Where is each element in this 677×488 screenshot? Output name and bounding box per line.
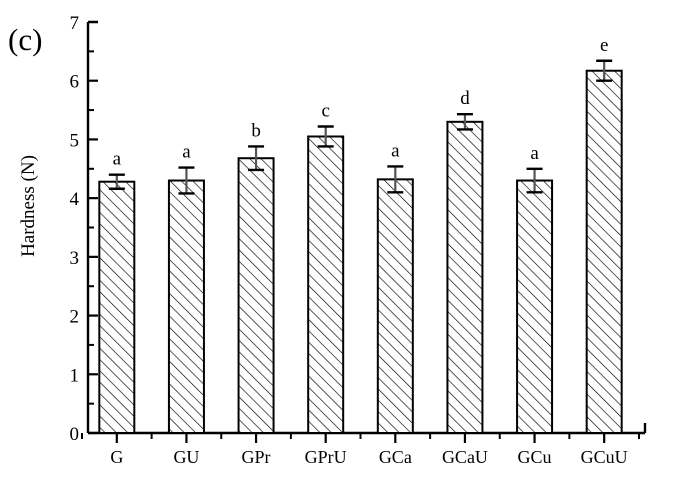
svg-text:3: 3 <box>70 248 80 269</box>
svg-text:4: 4 <box>70 189 80 210</box>
bar <box>376 178 414 434</box>
significance-label: c <box>321 101 329 122</box>
bar <box>167 179 205 434</box>
svg-text:1: 1 <box>70 365 80 386</box>
bar <box>516 179 554 434</box>
category-label: GCaU <box>442 447 488 467</box>
svg-text:6: 6 <box>70 72 80 93</box>
svg-text:7: 7 <box>70 13 80 34</box>
bar <box>446 120 484 434</box>
category-label: GPrU <box>305 447 347 467</box>
significance-label: b <box>251 120 261 141</box>
category-label: G <box>110 447 123 467</box>
svg-text:0: 0 <box>70 424 80 445</box>
significance-label: a <box>530 143 539 164</box>
category-label: GCuU <box>581 447 628 467</box>
bar <box>307 135 345 434</box>
bar-series <box>98 69 623 435</box>
category-labels: G GU GPr GPrU GCa GCaU GCu GCuU <box>110 447 627 467</box>
significance-label: a <box>182 142 191 163</box>
panel-label: (c) <box>8 22 43 57</box>
svg-text:2: 2 <box>70 307 80 328</box>
error-bars <box>108 59 613 195</box>
bar <box>237 157 275 435</box>
category-label: GCa <box>379 447 412 467</box>
significance-label: e <box>600 35 608 56</box>
x-axis-ticks <box>81 433 640 443</box>
bar <box>585 69 623 435</box>
category-label: GU <box>173 447 199 467</box>
significance-label: a <box>391 140 400 161</box>
category-label: GCu <box>518 447 552 467</box>
y-axis-ticks: 0 1 2 3 4 5 6 7 <box>70 13 98 445</box>
svg-text:5: 5 <box>70 130 80 151</box>
bar <box>98 180 136 434</box>
significance-label: a <box>113 149 122 170</box>
category-label: GPr <box>242 447 271 467</box>
significance-label: d <box>460 88 470 109</box>
significance-labels: a a b c a d a e <box>113 35 609 170</box>
